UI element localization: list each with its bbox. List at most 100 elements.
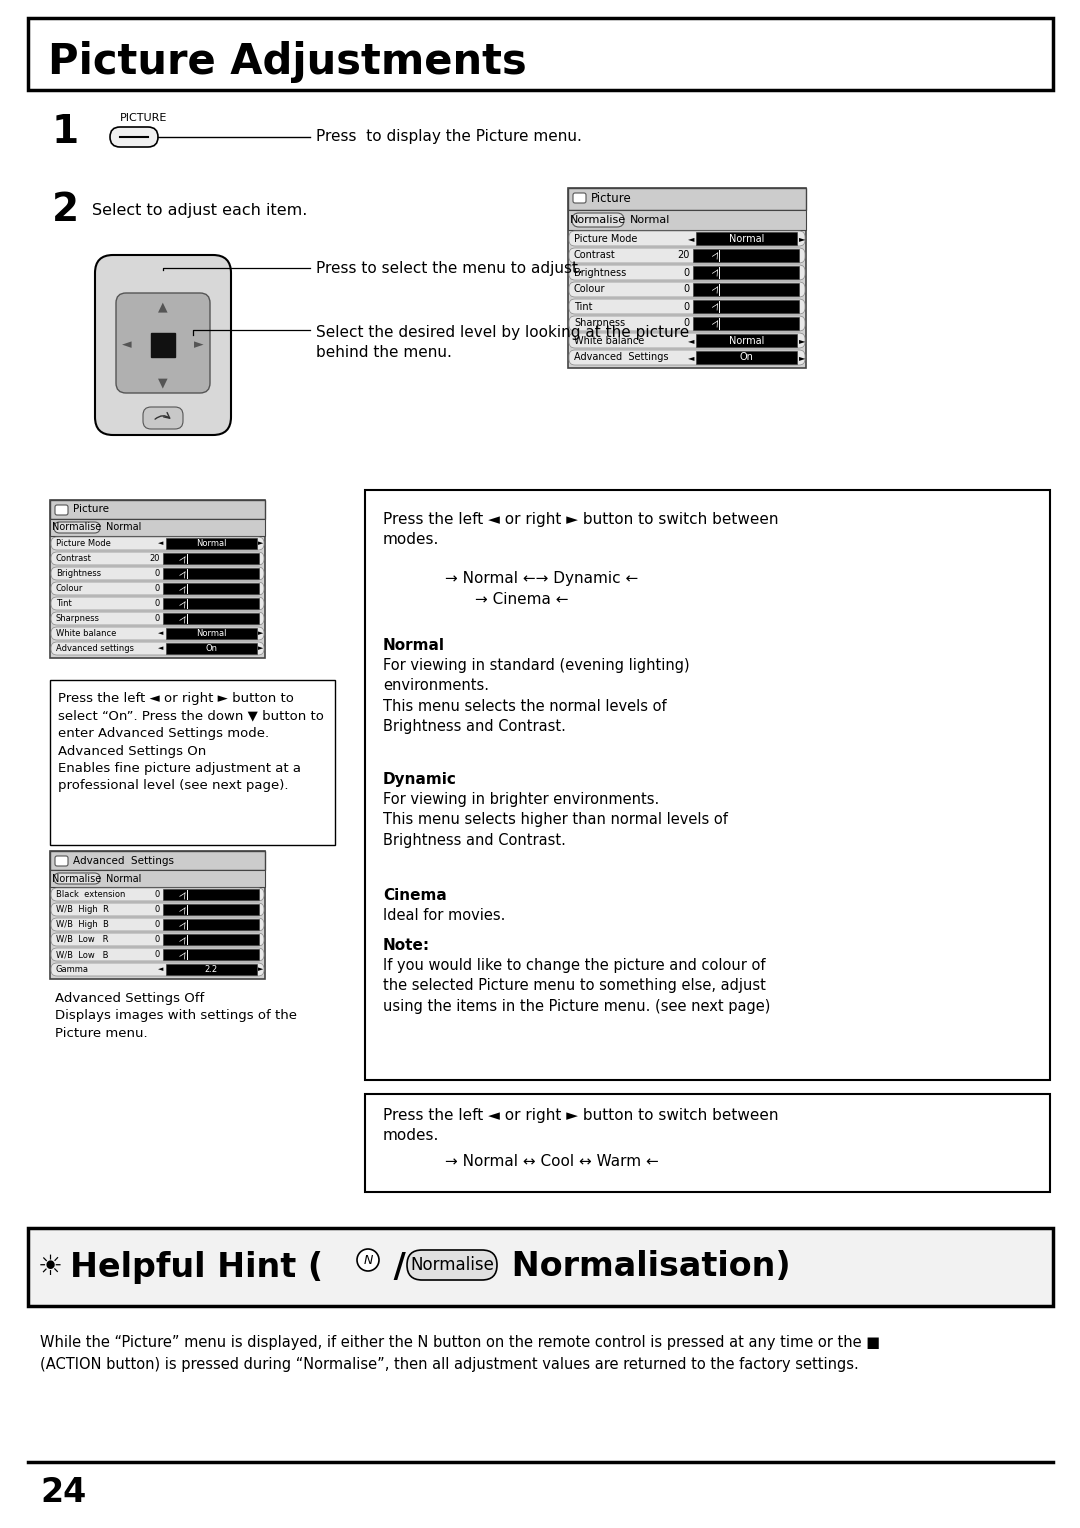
- Text: 0: 0: [154, 920, 160, 929]
- FancyBboxPatch shape: [696, 351, 797, 364]
- FancyBboxPatch shape: [163, 568, 259, 579]
- Text: → Normal ↔ Cool ↔ Warm ←: → Normal ↔ Cool ↔ Warm ←: [445, 1155, 659, 1169]
- FancyBboxPatch shape: [166, 964, 257, 975]
- FancyBboxPatch shape: [55, 504, 68, 515]
- FancyBboxPatch shape: [143, 406, 183, 429]
- Text: Normal: Normal: [195, 539, 227, 549]
- FancyBboxPatch shape: [163, 918, 259, 931]
- Text: 0: 0: [684, 284, 690, 295]
- Text: W/B  High  R: W/B High R: [56, 905, 109, 914]
- FancyBboxPatch shape: [50, 680, 335, 845]
- Text: Advanced settings: Advanced settings: [56, 643, 134, 652]
- Text: 0: 0: [684, 318, 690, 329]
- FancyBboxPatch shape: [696, 232, 797, 244]
- FancyBboxPatch shape: [50, 520, 265, 536]
- Text: Select to adjust each item.: Select to adjust each item.: [92, 203, 308, 217]
- Text: ◄: ◄: [158, 541, 163, 547]
- Text: For viewing in standard (evening lighting)
environments.
This menu selects the n: For viewing in standard (evening lightin…: [383, 659, 690, 733]
- Text: Advanced  Settings: Advanced Settings: [573, 353, 669, 362]
- FancyBboxPatch shape: [163, 584, 259, 594]
- FancyBboxPatch shape: [28, 1229, 1053, 1306]
- Text: 1: 1: [52, 113, 79, 151]
- Text: On: On: [205, 643, 217, 652]
- Text: 20: 20: [149, 555, 160, 562]
- Text: ►: ►: [194, 339, 204, 351]
- FancyBboxPatch shape: [163, 949, 259, 960]
- Text: Brightness: Brightness: [56, 568, 102, 578]
- Text: Normalise: Normalise: [410, 1256, 494, 1274]
- Text: White balance: White balance: [56, 630, 117, 639]
- Text: ►: ►: [258, 541, 264, 547]
- Text: ◄: ◄: [688, 234, 694, 243]
- FancyBboxPatch shape: [51, 918, 264, 931]
- FancyBboxPatch shape: [568, 209, 806, 231]
- Text: ◄: ◄: [158, 967, 163, 972]
- Text: ►: ►: [799, 353, 806, 362]
- Circle shape: [357, 1248, 379, 1271]
- Text: 2: 2: [52, 191, 79, 229]
- FancyBboxPatch shape: [50, 500, 265, 520]
- FancyBboxPatch shape: [51, 613, 264, 625]
- Text: 0: 0: [154, 599, 160, 608]
- Text: Press to select the menu to adjust.: Press to select the menu to adjust.: [316, 260, 583, 275]
- FancyBboxPatch shape: [51, 903, 264, 915]
- Text: /: /: [382, 1250, 418, 1284]
- FancyBboxPatch shape: [692, 283, 799, 296]
- Text: Normalise: Normalise: [570, 215, 626, 225]
- FancyBboxPatch shape: [569, 350, 805, 365]
- FancyBboxPatch shape: [569, 333, 805, 348]
- FancyBboxPatch shape: [163, 613, 259, 623]
- Text: 0: 0: [154, 935, 160, 944]
- Text: Normal: Normal: [630, 215, 671, 225]
- Text: Note:: Note:: [383, 938, 430, 953]
- FancyBboxPatch shape: [50, 500, 265, 659]
- Text: 0: 0: [154, 614, 160, 623]
- Text: Picture: Picture: [73, 504, 109, 515]
- FancyBboxPatch shape: [572, 212, 624, 228]
- FancyBboxPatch shape: [163, 905, 259, 915]
- Text: Normalisation): Normalisation): [500, 1250, 791, 1284]
- FancyBboxPatch shape: [365, 1094, 1050, 1192]
- Text: Picture Adjustments: Picture Adjustments: [48, 41, 527, 83]
- FancyBboxPatch shape: [407, 1250, 497, 1280]
- FancyBboxPatch shape: [568, 188, 806, 368]
- FancyBboxPatch shape: [692, 266, 799, 280]
- FancyBboxPatch shape: [116, 293, 210, 393]
- FancyBboxPatch shape: [51, 582, 264, 594]
- Text: Contrast: Contrast: [56, 555, 92, 562]
- FancyBboxPatch shape: [692, 249, 799, 261]
- FancyBboxPatch shape: [166, 628, 257, 639]
- Text: Press the left ◄ or right ► button to switch between
modes.: Press the left ◄ or right ► button to sw…: [383, 512, 779, 547]
- Text: Colour: Colour: [573, 284, 606, 295]
- Text: Normal: Normal: [383, 639, 445, 652]
- Text: Sharpness: Sharpness: [573, 318, 625, 329]
- FancyBboxPatch shape: [51, 626, 264, 640]
- FancyBboxPatch shape: [51, 567, 264, 581]
- FancyBboxPatch shape: [365, 490, 1050, 1080]
- FancyBboxPatch shape: [51, 552, 264, 565]
- Text: White balance: White balance: [573, 336, 645, 345]
- FancyBboxPatch shape: [696, 335, 797, 347]
- Text: Sharpness: Sharpness: [56, 614, 100, 623]
- Text: ◄: ◄: [122, 339, 132, 351]
- FancyBboxPatch shape: [54, 523, 100, 533]
- FancyBboxPatch shape: [163, 934, 259, 944]
- FancyBboxPatch shape: [151, 333, 175, 358]
- Text: ▲: ▲: [158, 301, 167, 313]
- FancyBboxPatch shape: [692, 316, 799, 330]
- Text: 2.2: 2.2: [205, 966, 218, 973]
- FancyBboxPatch shape: [166, 538, 257, 549]
- FancyBboxPatch shape: [163, 553, 259, 564]
- Text: Press the left ◄ or right ► button to switch between
modes.: Press the left ◄ or right ► button to sw…: [383, 1108, 779, 1143]
- FancyBboxPatch shape: [51, 947, 264, 961]
- Text: ◄: ◄: [158, 645, 163, 651]
- Text: Picture Mode: Picture Mode: [56, 539, 111, 549]
- Text: ►: ►: [258, 645, 264, 651]
- FancyBboxPatch shape: [50, 851, 265, 979]
- FancyBboxPatch shape: [569, 264, 805, 280]
- FancyBboxPatch shape: [54, 872, 100, 885]
- Text: 0: 0: [684, 301, 690, 312]
- Text: N: N: [363, 1253, 373, 1267]
- FancyBboxPatch shape: [51, 888, 264, 902]
- Text: While the “Picture” menu is displayed, if either the N button on the remote cont: While the “Picture” menu is displayed, i…: [40, 1335, 880, 1372]
